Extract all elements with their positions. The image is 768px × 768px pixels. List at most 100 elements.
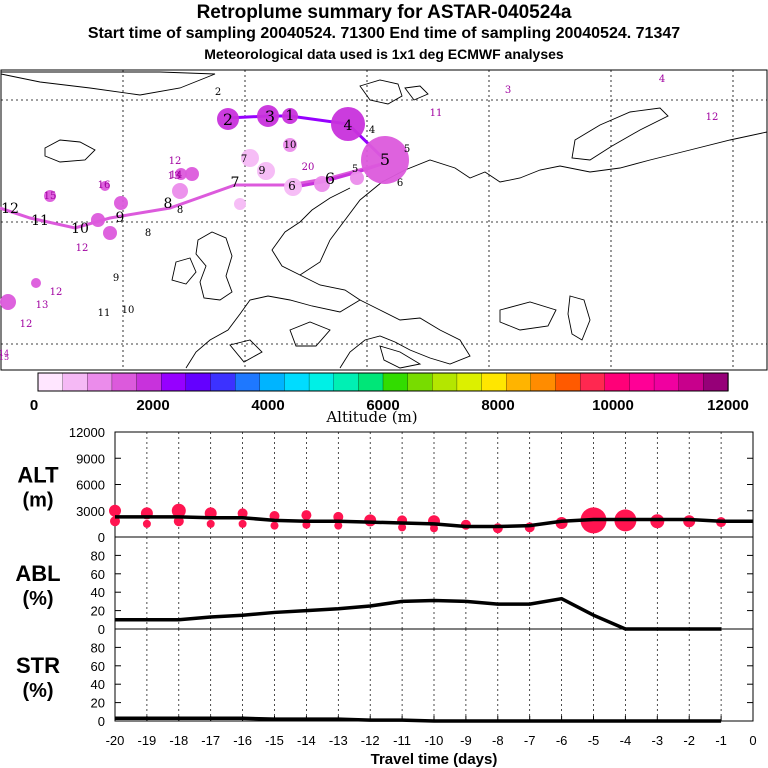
- y-tick-label: 0: [98, 530, 105, 545]
- y-tick-label: 80: [91, 548, 105, 563]
- plume-label: 8: [177, 205, 183, 216]
- x-tick-label: -14: [297, 733, 316, 748]
- colorbar-tick-label: 4000: [251, 397, 284, 414]
- plume-altitude-dot: [142, 519, 151, 528]
- x-axis-title: Travel time (days): [371, 751, 498, 768]
- x-tick-label: -8: [492, 733, 504, 748]
- plume-dot: [175, 168, 187, 180]
- colorbar-cell: [358, 372, 384, 392]
- colorbar-cell: [629, 372, 655, 392]
- colorbar-cell: [111, 372, 138, 392]
- panel-ylabel: ALT: [17, 463, 59, 488]
- x-tick-label: -6: [556, 733, 568, 748]
- x-tick-label: -19: [138, 733, 157, 748]
- y-tick-label: 40: [91, 677, 105, 692]
- plume-dot: [257, 105, 279, 127]
- colorbar-cell: [407, 372, 433, 392]
- plume-label: 1: [286, 108, 295, 124]
- panel-ylabel: STR: [16, 653, 60, 678]
- panel-ylabel-unit: (%): [22, 588, 53, 610]
- x-tick-label: -13: [329, 733, 348, 748]
- plume-dot: [284, 178, 302, 196]
- panel-alt: 0 3000 6000 9000 12000 ALT(m): [17, 425, 754, 545]
- colorbar-cell: [481, 372, 507, 392]
- colorbar-cell: [333, 372, 360, 392]
- plume-label: 8: [145, 228, 151, 239]
- plume-label: 7: [241, 154, 247, 165]
- plume-dots: [0, 105, 409, 310]
- plume-dot: [331, 107, 365, 141]
- x-tick-label: -10: [425, 733, 444, 748]
- colorbar-cell: [87, 372, 113, 392]
- colorbar-cell: [210, 372, 236, 392]
- x-tick-label: -1: [715, 733, 727, 748]
- plume-altitude-dot: [171, 503, 186, 518]
- x-tick-label: -18: [169, 733, 188, 748]
- plume-label: 9: [116, 210, 125, 226]
- altitude-colorbar: 0 2000 4000 6000 8000 10000 12000 Altitude (m): [30, 372, 749, 426]
- x-tick-label: -9: [460, 733, 472, 748]
- colorbar-cell: [456, 372, 483, 392]
- plume-label: 11: [31, 213, 49, 229]
- plume-dot: [44, 190, 56, 202]
- colorbar-cell: [136, 372, 162, 392]
- series-line: [115, 716, 722, 723]
- plume-label: 14: [170, 170, 183, 181]
- colorbar-tick-label: 8000: [481, 397, 514, 414]
- panel-ylabel: ABL: [15, 561, 60, 586]
- chart-title: Retroplume summary for ASTAR-040524a: [196, 2, 572, 23]
- y-tick-label: 40: [91, 585, 105, 600]
- plume-dot: [314, 176, 330, 192]
- coastlines: [0, 71, 768, 369]
- y-tick-label: 9000: [76, 451, 105, 466]
- y-tick-label: 80: [91, 640, 105, 655]
- plume-altitude-dot: [109, 504, 121, 517]
- plume-dot: [241, 149, 259, 167]
- colorbar-cell: [62, 372, 88, 392]
- colorbar-cell: [604, 372, 631, 392]
- colorbar-tick-label: 12000: [707, 397, 749, 414]
- plume-altitude-dot: [270, 521, 279, 530]
- meteo-data-note: Meteorological data used is 1x1 deg ECMW…: [204, 46, 564, 62]
- series-line: [115, 515, 753, 529]
- plume-label: 8: [164, 196, 173, 212]
- colorbar-cell: [234, 372, 261, 392]
- plume-dot: [172, 183, 188, 199]
- sampling-time-subtitle: Start time of sampling 20040524. 71300 E…: [87, 25, 681, 42]
- plume-label: 12: [50, 287, 63, 298]
- plume-label: 2: [223, 110, 233, 129]
- plume-label: 5: [380, 150, 390, 169]
- colorbar-frame: [37, 372, 729, 392]
- y-tick-label: 3000: [76, 504, 105, 519]
- y-tick-label: 20: [91, 604, 105, 619]
- plume-label: 6: [288, 179, 296, 193]
- plume-altitude-dot: [430, 524, 438, 533]
- plume-dot: [350, 171, 364, 185]
- x-tick-label: -5: [588, 733, 600, 748]
- plume-label: 9: [113, 273, 119, 284]
- plume-dot: [361, 136, 409, 184]
- x-tick-label: -20: [106, 733, 125, 748]
- plume-label: 3: [505, 85, 511, 96]
- x-tick-label: -17: [201, 733, 220, 748]
- plume-dot: [100, 181, 110, 191]
- plume-label: 12: [20, 319, 33, 330]
- plume-label: 4: [344, 118, 353, 134]
- x-tick-label: -11: [393, 733, 411, 748]
- plume-label: 15: [0, 353, 9, 362]
- plume-label: 12: [1, 201, 19, 217]
- colorbar-cell: [308, 372, 335, 392]
- plume-dot: [185, 167, 199, 181]
- plume-label: 5: [404, 144, 410, 155]
- y-tick-label: 0: [98, 622, 105, 637]
- plume-label: 13: [36, 300, 49, 311]
- plume-label: 7: [231, 175, 240, 191]
- colorbar-tick-label: 10000: [592, 397, 634, 414]
- colorbar-cell: [382, 372, 409, 392]
- colorbar-cell: [555, 372, 581, 392]
- panel-abl: 0 20 40 60 80 ABL(%): [15, 536, 754, 637]
- panel-ylabel-unit: (%): [22, 680, 53, 702]
- colorbar-title: Altitude (m): [325, 408, 417, 426]
